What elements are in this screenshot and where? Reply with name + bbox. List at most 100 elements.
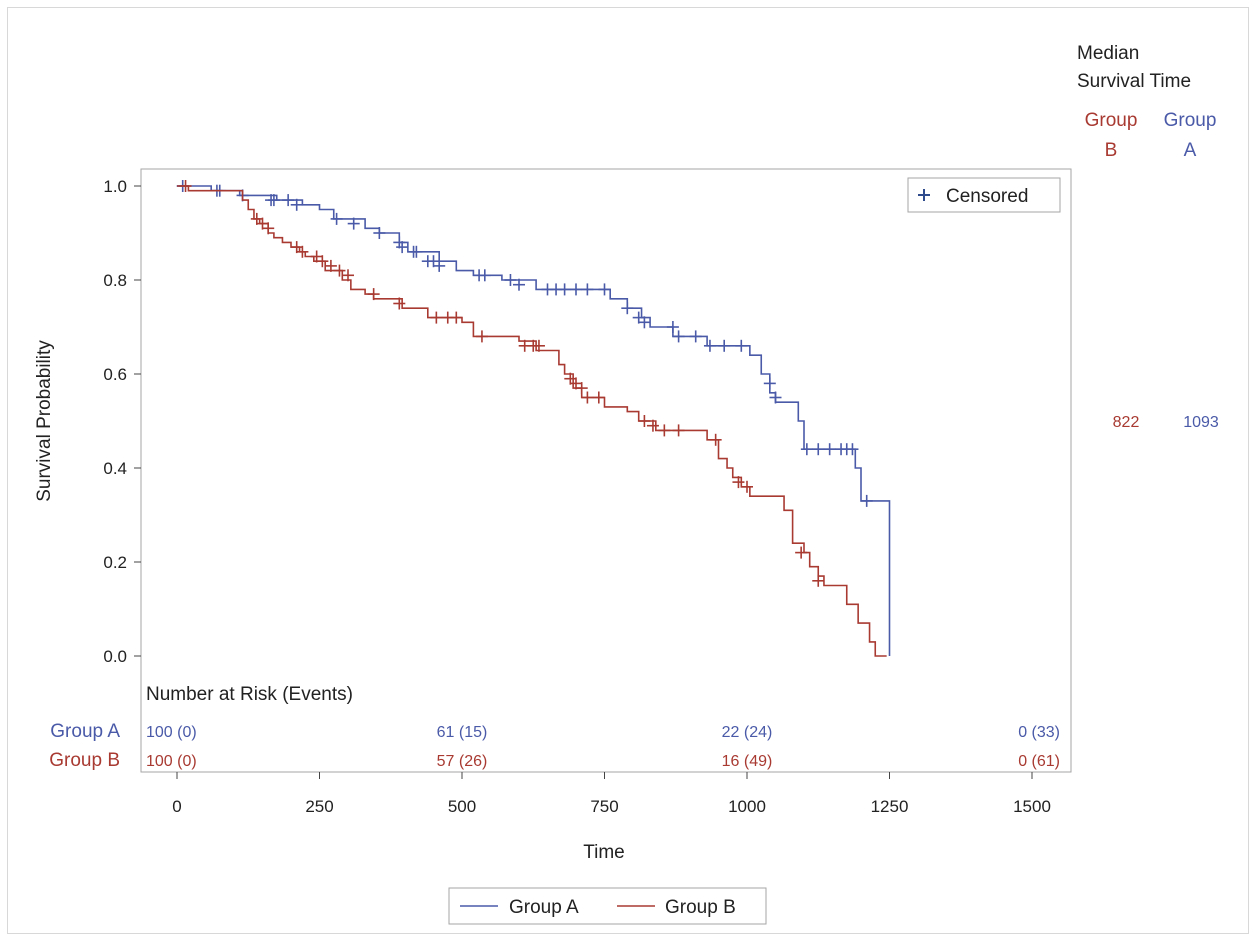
x-tick-label: 500 [448,797,476,816]
censor-mark-group-b [316,255,329,268]
x-tick-label: 1500 [1013,797,1051,816]
y-axis-title: Survival Probability [34,340,55,502]
censor-mark-group-a [290,198,303,211]
median-value-group-b: 822 [1113,414,1140,431]
censor-mark-group-a [373,227,386,239]
censor-mark-group-a [433,259,446,272]
risk-cell-group-b: 100 (0) [146,753,197,770]
censor-mark-group-b [672,424,685,437]
median-header-line2: Survival Time [1077,71,1191,92]
series-legend-box [448,887,767,925]
censor-mark-group-b [658,424,671,437]
censor-mark-group-b [296,245,309,258]
censor-mark-group-b [638,415,651,427]
censor-mark-group-a [282,194,295,207]
censor-mark-group-b [475,330,488,343]
censored-legend-box [907,177,1061,213]
censor-mark-group-a [570,283,582,296]
censor-mark-group-a [504,274,517,286]
censor-mark-group-a [621,302,634,315]
censor-mark-group-a [672,330,685,343]
censor-mark-group-b [324,259,337,272]
censor-mark-group-a [347,217,360,230]
plot-layer [140,168,1072,773]
x-tick-label: 1000 [728,797,766,816]
censor-mark-group-a [598,283,611,296]
censor-mark-group-b [732,476,745,489]
legend-label-group-b: Group B [665,897,736,918]
series-layer [176,180,891,657]
censor-mark-group-b [450,311,463,324]
censor-mark-group-b [342,269,354,282]
censor-mark-group-b [393,297,406,310]
censor-mark-group-a [769,391,782,404]
censor-mark-group-a [478,269,491,282]
censor-mark-group-a [812,443,825,456]
censor-mark-group-b [575,382,588,395]
censor-mark-group-a [763,377,776,390]
censor-mark-group-b [741,480,753,493]
risk-cell-group-a: 0 (33) [1018,724,1060,741]
censor-mark-group-a [581,283,594,296]
censor-mark-group-b [179,180,192,192]
censored-legend-marker [918,189,930,201]
y-tick-label: 0.6 [103,365,127,384]
censor-mark-group-b [367,288,380,301]
censor-mark-group-a [396,241,409,254]
y-tick-label: 0.4 [103,459,127,478]
risk-cell-group-a: 100 (0) [146,724,197,741]
censor-mark-group-a [846,443,859,456]
censor-mark-group-b [532,339,545,352]
risk-row-label-group-b: Group B [49,750,120,771]
legend-label-group-a: Group A [509,897,579,918]
survival-curve-group-b [177,185,887,657]
risk-cell-group-a: 22 (24) [722,724,773,741]
median-group-b-header-1: Group [1085,110,1138,131]
censor-mark-group-b [592,391,605,404]
censor-mark-group-a [800,443,813,456]
censor-mark-group-b [709,433,722,446]
censor-mark-group-a [638,316,651,329]
x-axis-title: Time [583,842,625,863]
x-tick-label: 750 [590,797,618,816]
censor-mark-group-b [646,419,659,432]
censor-mark-group-b [262,222,275,235]
x-tick-label: 0 [172,797,181,816]
censor-mark-group-a [823,443,836,456]
censor-mark-group-a [735,339,748,352]
median-header-line1: Median [1077,43,1139,64]
censor-mark-group-a [558,283,571,296]
y-tick-label: 0.8 [103,271,127,290]
risk-table-title: Number at Risk (Events) [146,684,353,705]
risk-cell-group-b: 57 (26) [437,753,488,770]
censor-mark-group-a [860,494,873,507]
censored-legend-label: Censored [946,186,1028,207]
censor-mark-group-a [513,278,525,291]
median-group-a-header-1: Group [1164,110,1217,131]
x-tick-label: 1250 [871,797,909,816]
censor-mark-group-b [430,311,443,324]
censor-mark-group-a [703,339,716,352]
risk-table: Group A 100 (0) 61 (15) 22 (24) 0 (33) Group … [49,721,1060,771]
risk-cell-group-b: 0 (61) [1018,753,1060,770]
plot-area [140,168,1072,773]
censor-mark-group-a [410,245,423,258]
median-group-b-header-2: B [1105,140,1118,161]
series-group-b [177,180,887,657]
y-tick-label: 0.2 [103,553,127,572]
censor-mark-group-a [267,194,280,207]
censor-mark-group-b [812,574,825,587]
censor-mark-group-a [666,321,679,333]
y-tick-label: 0.0 [103,647,127,666]
censor-mark-group-a [330,212,343,225]
x-tick-label: 250 [305,797,333,816]
censor-mark-group-a [718,339,731,352]
censor-mark-group-b [333,264,346,277]
censor-mark-group-b [581,391,594,404]
risk-cell-group-b: 16 (49) [722,753,773,770]
censor-mark-group-a [689,330,702,343]
risk-row-label-group-a: Group A [50,721,120,742]
risk-cell-group-a: 61 (15) [437,724,488,741]
median-value-group-a: 1093 [1183,414,1219,431]
